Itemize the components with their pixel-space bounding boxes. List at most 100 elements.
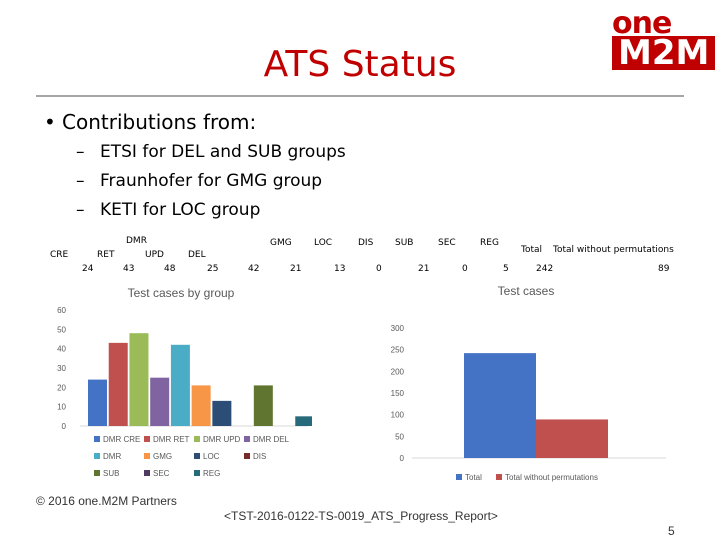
logo-text-bottom: M2M [612,36,716,70]
table-header: Total without permutations [553,245,674,255]
bar-dmr-del [150,377,170,426]
table-header: SEC [438,238,456,248]
y-tick-label: 0 [62,422,67,431]
legend-label: REG [203,469,220,478]
table-cell: 242 [536,264,554,274]
dash-icon: – [76,142,85,162]
slide-title: ATS Status [263,44,457,85]
table-cell: 48 [164,264,176,274]
y-tick-label: 300 [391,324,405,333]
y-tick-label: 50 [57,325,66,334]
y-tick-label: 40 [57,345,66,354]
y-tick-label: 30 [57,364,66,373]
y-tick-label: 50 [395,432,404,441]
y-tick-label: 200 [391,367,405,376]
logo-text-top: one [612,6,672,41]
table-cell: 5 [503,264,509,274]
bar-gmg [191,385,211,426]
legend-swatch [144,470,150,476]
table-header: DEL [188,250,206,260]
legend-swatch [194,436,200,442]
legend-swatch [456,474,462,480]
legend-swatch [244,453,250,459]
bar-total [464,353,536,458]
legend-swatch [194,453,200,459]
y-tick-label: 20 [57,383,66,392]
table-header: DMR [126,236,147,246]
bar-total-without-permutations [536,419,608,458]
bar-loc [212,400,232,426]
legend-label: GMG [153,452,172,461]
table-header: Total [521,245,543,255]
y-tick-label: 60 [57,306,66,315]
table-cell: 89 [658,264,670,274]
data-table: DMR CRE RET UPD DEL GMG LOC DIS SUB SEC … [50,236,674,284]
y-tick-label: 250 [391,346,405,355]
legend-swatch [144,436,150,442]
dash-icon: – [76,200,85,220]
bar-reg [295,416,312,426]
legend-label: DMR [103,452,121,461]
legend-swatch [244,436,250,442]
table-cell: 42 [248,264,260,274]
table-cell: 13 [334,264,346,274]
subbullet-text: Fraunhofer for GMG group [100,171,323,191]
legend-label: LOC [203,452,220,461]
chart-title: Test cases by group [128,286,235,300]
y-tick-label: 150 [391,389,405,398]
table-cell: 0 [462,264,468,274]
page-number: 5 [668,524,675,538]
legend-label: DMR CRE [103,435,140,444]
legend-swatch [496,474,502,480]
footer-copyright: © 2016 one.M2M Partners [36,494,177,508]
bullet-item: • Contributions from: [44,110,256,134]
footer-reference: <TST-2016-0122-TS-0019_ATS_Progress_Repo… [224,509,498,523]
total-bar-chart: Test cases 0 50 100 150 200 250 300 Total Total w… [380,280,672,492]
table-cell: 21 [418,264,430,274]
chart-title: Test cases [498,284,555,298]
legend-label: DMR UPD [203,435,241,444]
bar-dmr-upd [129,333,149,426]
legend-swatch [94,436,100,442]
group-bar-chart: Test cases by group 0 10 20 30 40 50 60 DMR CRE D… [50,280,312,492]
bullet-dot-icon: • [44,110,56,134]
legend-swatch [94,470,100,476]
table-header: GMG [270,238,292,248]
table-cell: 43 [123,264,135,274]
dash-icon: – [76,171,85,191]
table-header: SUB [395,238,414,248]
table-header: LOC [314,238,333,248]
subbullet-item: – ETSI for DEL and SUB groups [76,142,346,162]
subbullet-text: KETI for LOC group [100,200,261,220]
legend-label: DIS [253,452,266,461]
legend-label: DMR RET [153,435,190,444]
table-header: REG [480,238,499,248]
legend-label: Total [465,473,482,482]
bar-dmr [170,344,190,426]
bar-dmr-ret [108,342,128,426]
bar-dmr-cre [88,379,107,426]
y-tick-label: 0 [400,454,405,463]
bullet-text: Contributions from: [62,110,257,134]
y-tick-label: 100 [391,411,405,420]
legend-swatch [94,453,100,459]
table-header: UPD [145,250,164,260]
legend-label: SEC [153,469,170,478]
table-cell: 24 [82,264,94,274]
subbullet-item: – KETI for LOC group [76,200,260,220]
legend-swatch [144,453,150,459]
table-header: RET [97,250,115,260]
subbullet-item: – Fraunhofer for GMG group [76,171,322,191]
y-tick-label: 10 [57,403,66,412]
legend-label: SUB [103,469,119,478]
table-cell: 21 [290,264,302,274]
subbullet-text: ETSI for DEL and SUB groups [100,142,346,162]
legend-label: Total without permutations [505,473,598,482]
legend-label: DMR DEL [253,435,290,444]
bar-sub [253,385,273,426]
legend-swatch [194,470,200,476]
table-header: CRE [50,250,69,260]
table-header: DIS [358,238,374,248]
table-cell: 0 [376,264,382,274]
table-cell: 25 [207,264,219,274]
